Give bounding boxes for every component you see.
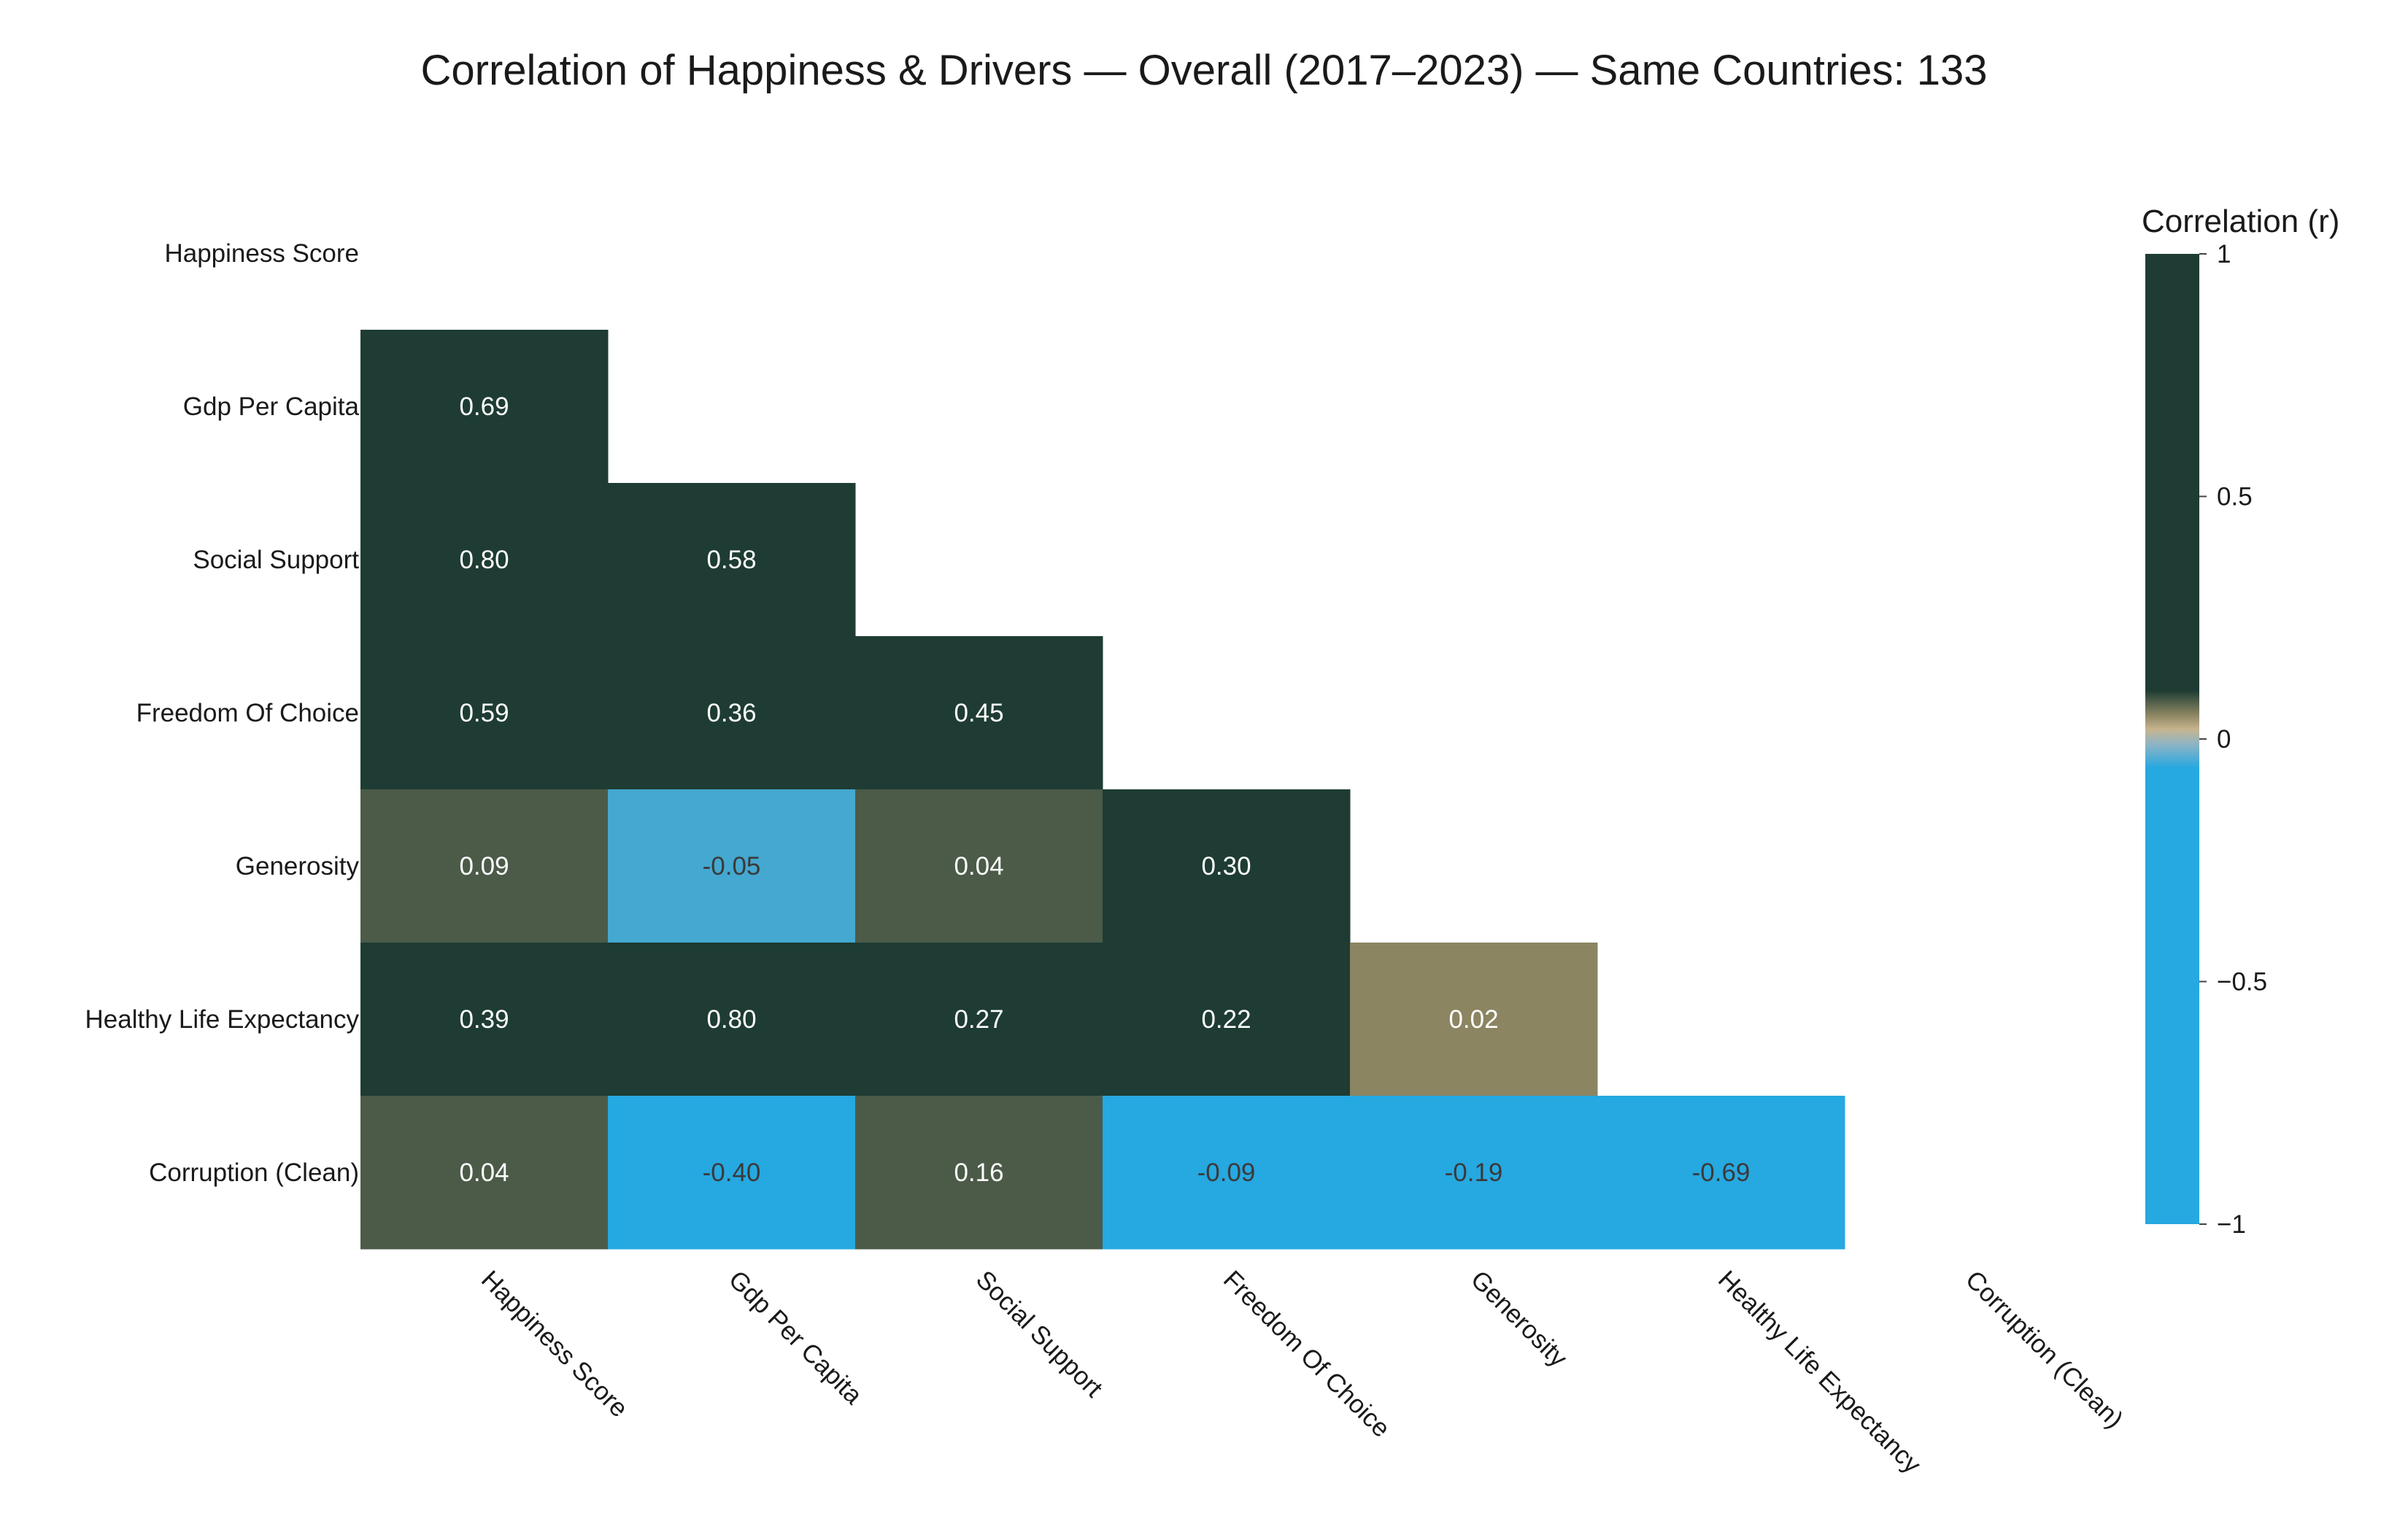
y-axis-labels: Happiness Score Gdp Per Capita Social Supp… [85,239,360,1187]
cell-value-label: 0.45 [954,699,1003,727]
x-tick-label-gdp-per-capita: Gdp Per Capita [723,1265,868,1410]
heatmap-cell-generosity-social-support [855,789,1103,943]
heatmap-cell-corruption-clean-healthy-life-expectancy [1597,1096,1845,1250]
cell-value-label: -0.09 [1197,1158,1256,1187]
heatmap-cell-social-support-happiness-score [360,483,609,637]
heatmap-cell-gdp-per-capita-happiness-score [360,330,609,484]
cell-value-label: 0.69 [459,392,509,421]
heatmap-cell-healthy-life-expectancy-social-support [855,943,1103,1096]
cell-value-label: 0.16 [954,1158,1003,1187]
heatmap-cell-freedom-of-choice-gdp-per-capita [608,636,856,790]
heatmap-cell-generosity-happiness-score [360,789,609,943]
colorbar-tick-label: 1 [2217,240,2231,268]
y-tick-label-social-support: Social Support [193,546,359,574]
colorbar-tick-label: 0.5 [2217,483,2253,511]
colorbar-ticks: 1 0.5 0 −0.5 −1 [2199,240,2267,1239]
x-tick-label-generosity: Generosity [1465,1265,1573,1373]
y-tick-label-happiness-score: Happiness Score [164,239,359,268]
x-tick-label-corruption-clean: Corruption (Clean) [1960,1265,2129,1434]
heatmap-cell-freedom-of-choice-social-support [855,636,1103,790]
y-tick-label-gdp-per-capita: Gdp Per Capita [183,392,360,421]
cell-value-label: -0.40 [703,1158,761,1187]
colorbar-gradient [2145,254,2199,1224]
x-tick-label-healthy-life-expectancy: Healthy Life Expectancy [1713,1265,1926,1479]
y-tick-label-corruption-clean: Corruption (Clean) [149,1158,359,1187]
heatmap-cell-generosity-freedom-of-choice [1103,789,1351,943]
heatmap-cell-corruption-clean-generosity [1350,1096,1598,1250]
heatmap-cell-healthy-life-expectancy-freedom-of-choice [1103,943,1351,1096]
cell-value-label: -0.19 [1445,1158,1503,1187]
y-tick-label-generosity: Generosity [236,852,360,881]
colorbar-tick-label: 0 [2217,725,2231,754]
heatmap-value-labels: 0.69 0.80 0.58 0.59 0.36 0.45 0.09 -0.05 0.04 0.3… [459,392,1750,1187]
heatmap-cell-corruption-clean-social-support [855,1096,1103,1250]
heatmap-cell-freedom-of-choice-happiness-score [360,636,609,790]
cell-value-label: 0.80 [706,1005,756,1034]
heatmap-cells [360,330,1845,1250]
x-tick-label-happiness-score: Happiness Score [476,1265,633,1423]
cell-value-label: 0.59 [459,699,509,727]
cell-value-label: 0.39 [459,1005,509,1034]
x-tick-label-freedom-of-choice: Freedom Of Choice [1218,1265,1396,1443]
cell-value-label: 0.27 [954,1005,1003,1034]
heatmap-cell-social-support-gdp-per-capita [608,483,856,637]
cell-value-label: 0.04 [459,1158,509,1187]
heatmap-cell-corruption-clean-freedom-of-choice [1103,1096,1351,1250]
cell-value-label: 0.09 [459,852,509,881]
cell-value-label: 0.30 [1201,852,1251,881]
y-tick-label-healthy-life-expectancy: Healthy Life Expectancy [85,1005,360,1034]
heatmap-cell-corruption-clean-happiness-score [360,1096,609,1250]
y-tick-label-freedom-of-choice: Freedom Of Choice [136,699,359,727]
colorbar-tick-label: −0.5 [2217,968,2267,997]
cell-value-label: -0.69 [1692,1158,1751,1187]
cell-value-label: 0.04 [954,852,1003,881]
cell-value-label: 0.80 [459,546,509,574]
heatmap-cell-healthy-life-expectancy-generosity [1350,943,1598,1096]
cell-value-label: -0.05 [703,852,761,881]
cell-value-label: 0.02 [1448,1005,1498,1034]
cell-value-label: 0.58 [706,546,756,574]
cell-value-label: 0.36 [706,699,756,727]
heatmap-cell-healthy-life-expectancy-happiness-score [360,943,609,1096]
colorbar-title: Correlation (r) [2142,204,2339,239]
x-tick-label-social-support: Social Support [970,1265,1108,1403]
cell-value-label: 0.22 [1201,1005,1251,1034]
x-axis-labels: Happiness Score Gdp Per Capita Social Supp… [476,1265,2129,1479]
heatmap-cell-corruption-clean-gdp-per-capita [608,1096,856,1250]
chart-title: Correlation of Happiness & Drivers — Ove… [421,47,1988,94]
colorbar-tick-label: −1 [2217,1210,2246,1239]
heatmap-cell-generosity-gdp-per-capita [608,789,856,943]
heatmap-cell-healthy-life-expectancy-gdp-per-capita [608,943,856,1096]
colorbar: Correlation (r) 1 0.5 0 −0.5 −1 [2142,204,2339,1239]
